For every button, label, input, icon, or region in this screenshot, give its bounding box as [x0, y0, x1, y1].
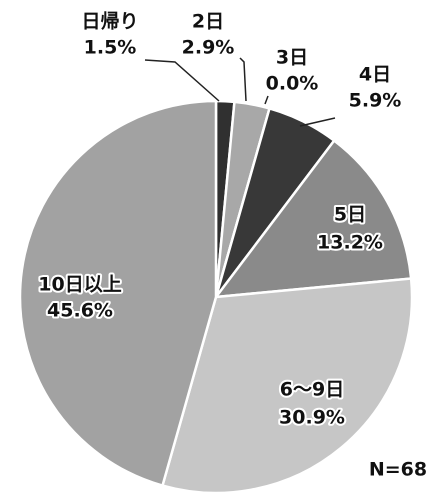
leader-line [264, 95, 269, 105]
slice-value-label: 0.0% [266, 73, 319, 95]
pie-slice [160, 277, 414, 495]
leader-line [299, 117, 336, 127]
slice-label: 10日以上 [38, 274, 121, 296]
pie-slice [213, 138, 413, 299]
slice-value-label: 30.9% [279, 407, 345, 429]
slice-value-label: 13.2% [317, 232, 383, 254]
slice-label: 3日 [276, 47, 308, 69]
slice-label: 2日 [192, 11, 224, 33]
leader-line [144, 59, 220, 102]
slice-label: 5日 [334, 204, 366, 226]
slice-label: 6〜9日 [280, 379, 344, 401]
slice-value-label: 2.9% [182, 37, 235, 59]
slice-label: 4日 [359, 64, 391, 86]
slice-value-label: 5.9% [349, 90, 402, 112]
slice-value-label: 45.6% [47, 300, 113, 322]
slice-label: 日帰り [81, 11, 138, 33]
leader-line [239, 57, 247, 102]
pie-slice [18, 99, 218, 488]
sample-size: N=68 [369, 459, 427, 481]
slice-value-label: 1.5% [84, 37, 137, 59]
